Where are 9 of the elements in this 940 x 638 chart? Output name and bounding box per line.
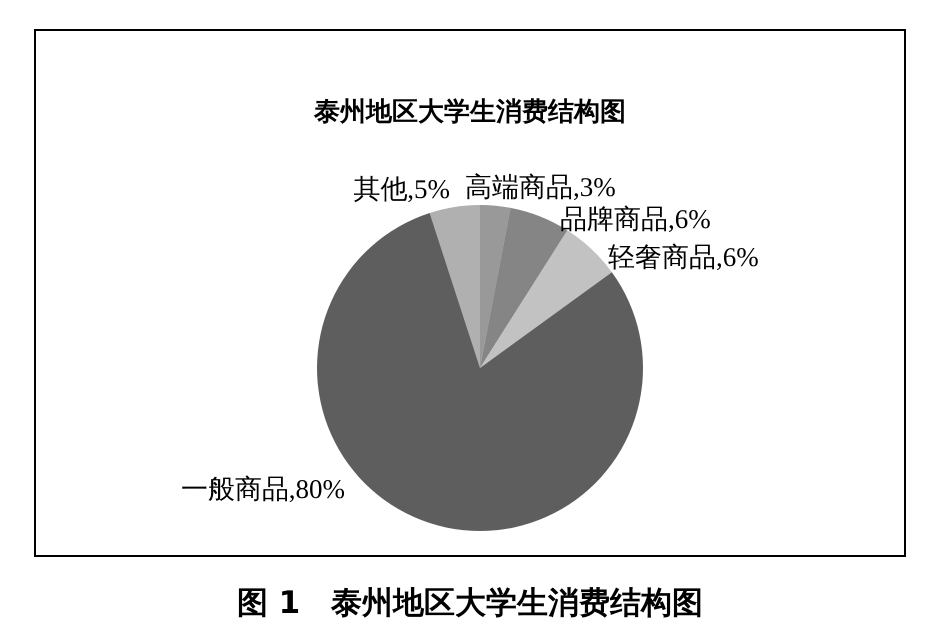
slice-label: 品牌商品,6%: [560, 204, 711, 234]
slice-label: 其他,5%: [353, 174, 450, 204]
slice-label: 高端商品,3%: [465, 172, 616, 202]
slice-label: 轻奢商品,6%: [608, 242, 759, 272]
pie-slice: [480, 205, 511, 368]
slice-label: 一般商品,80%: [180, 474, 345, 504]
pie-slice: [430, 205, 480, 368]
chart-title: 泰州地区大学生消费结构图: [313, 97, 626, 127]
caption: 图 1 泰州地区大学生消费结构图: [236, 585, 704, 621]
